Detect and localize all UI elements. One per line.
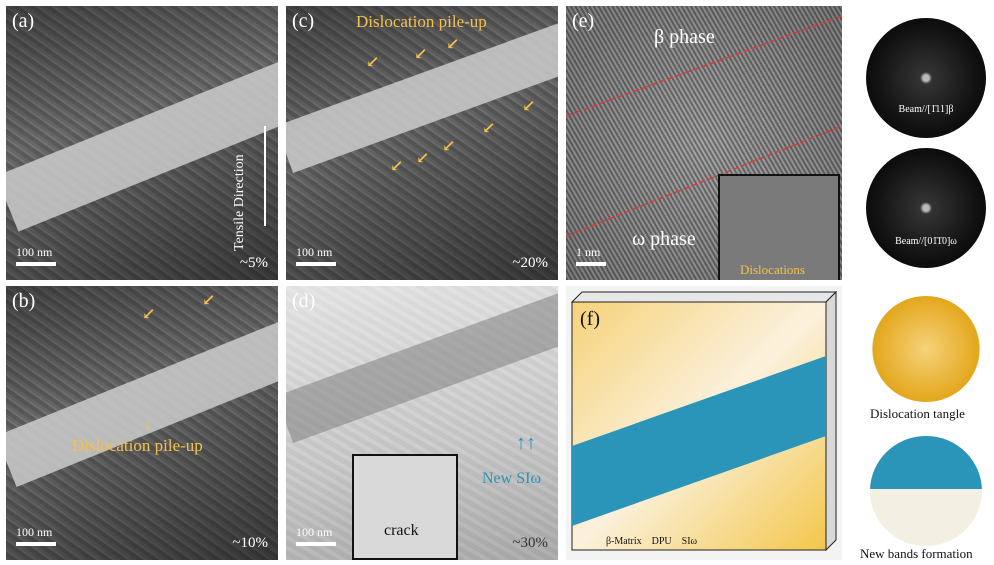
panel-letter: (a)	[12, 10, 35, 32]
arrow-icon: ↙	[142, 306, 156, 323]
arrow-icon: ↙	[442, 138, 456, 155]
panel-letter: (c)	[292, 10, 315, 32]
crack-inset: crack	[352, 454, 458, 560]
panel-c: (c) Dislocation pile-up ↙ ↙ ↙ ↙ ↙ ↙ ↙ ↙ …	[286, 6, 558, 280]
arrow-icon: ↙	[366, 54, 380, 71]
arrow-icon: ↙	[446, 36, 460, 53]
fft-omega: Beam//[01̄1̄0]ω	[866, 148, 986, 268]
new-arrow-icon: ↑↑	[516, 432, 536, 454]
omega-phase-label: ω phase	[632, 228, 696, 250]
arrow-icon: ↙	[416, 150, 430, 167]
beta-phase-label: β phase	[654, 26, 715, 48]
panel-letter: (d)	[292, 290, 316, 312]
scale-bar: 1 nm	[576, 245, 606, 266]
strain-label: ~20%	[512, 255, 548, 271]
pileup-label: Dislocation pile-up	[356, 12, 487, 31]
scale-bar: 100 nm	[296, 245, 336, 266]
strain-label: ~5%	[239, 255, 268, 271]
scale-bar: 100 nm	[296, 525, 336, 546]
tangle-illustration	[872, 296, 980, 402]
arrow-icon: ↙	[202, 292, 216, 309]
dislocations-label: Dislocations	[740, 262, 805, 277]
strain-label: ~10%	[232, 535, 268, 551]
panel-b: (b) ↙ ↙ ↓ Dislocation pile-up 100 nm ~10…	[6, 286, 278, 560]
arrow-icon: ↙	[390, 158, 404, 175]
crack-label: crack	[384, 522, 419, 539]
arrow-icon: ↙	[482, 120, 496, 137]
strain-label: ~30%	[512, 535, 548, 551]
panel-letter: (b)	[12, 290, 36, 312]
legend-dpu: DPU	[651, 536, 672, 547]
legend: β-Matrix DPU SIω	[606, 536, 697, 547]
panel-e: (e) β phase ω phase Dislocations 1 nm	[566, 6, 842, 280]
tensile-arrow-icon	[264, 126, 266, 226]
panel-f: (f) β-Matrix DPU SIω	[566, 286, 842, 560]
arrow-icon: ↓	[144, 416, 152, 433]
new-si-omega-label: New SIω	[482, 470, 541, 487]
tangle-label: Dislocation tangle	[870, 406, 965, 421]
panel-letter: (e)	[572, 10, 595, 32]
bands-illustration	[870, 436, 982, 546]
arrow-icon: ↙	[414, 46, 428, 63]
band	[286, 286, 558, 443]
pileup-label: Dislocation pile-up	[72, 436, 203, 455]
beam-beta-label: Beam//[1̄11]β	[898, 104, 954, 115]
panel-letter: (f)	[580, 308, 600, 330]
schematic	[570, 290, 838, 552]
scale-bar: 100 nm	[16, 525, 56, 546]
dislocation-inset: Dislocations	[718, 174, 840, 280]
tensile-direction-label: Tensile Direction	[232, 154, 247, 251]
panel-d: (d) crack ↑↑ New SIω 100 nm ~30%	[286, 286, 558, 560]
beam-omega-label: Beam//[01̄1̄0]ω	[895, 236, 957, 247]
fft-beta: Beam//[1̄11]β	[866, 18, 986, 138]
legend-beta: β-Matrix	[606, 536, 642, 547]
bands-label: New bands formation	[860, 546, 973, 561]
arrow-icon: ↙	[522, 98, 536, 115]
legend-si-omega: SIω	[681, 536, 698, 547]
phase-boundaries	[566, 15, 842, 237]
scale-bar: 100 nm	[16, 245, 56, 266]
band	[6, 312, 278, 487]
panel-a: (a) Tensile Direction 100 nm ~5%	[6, 6, 278, 280]
